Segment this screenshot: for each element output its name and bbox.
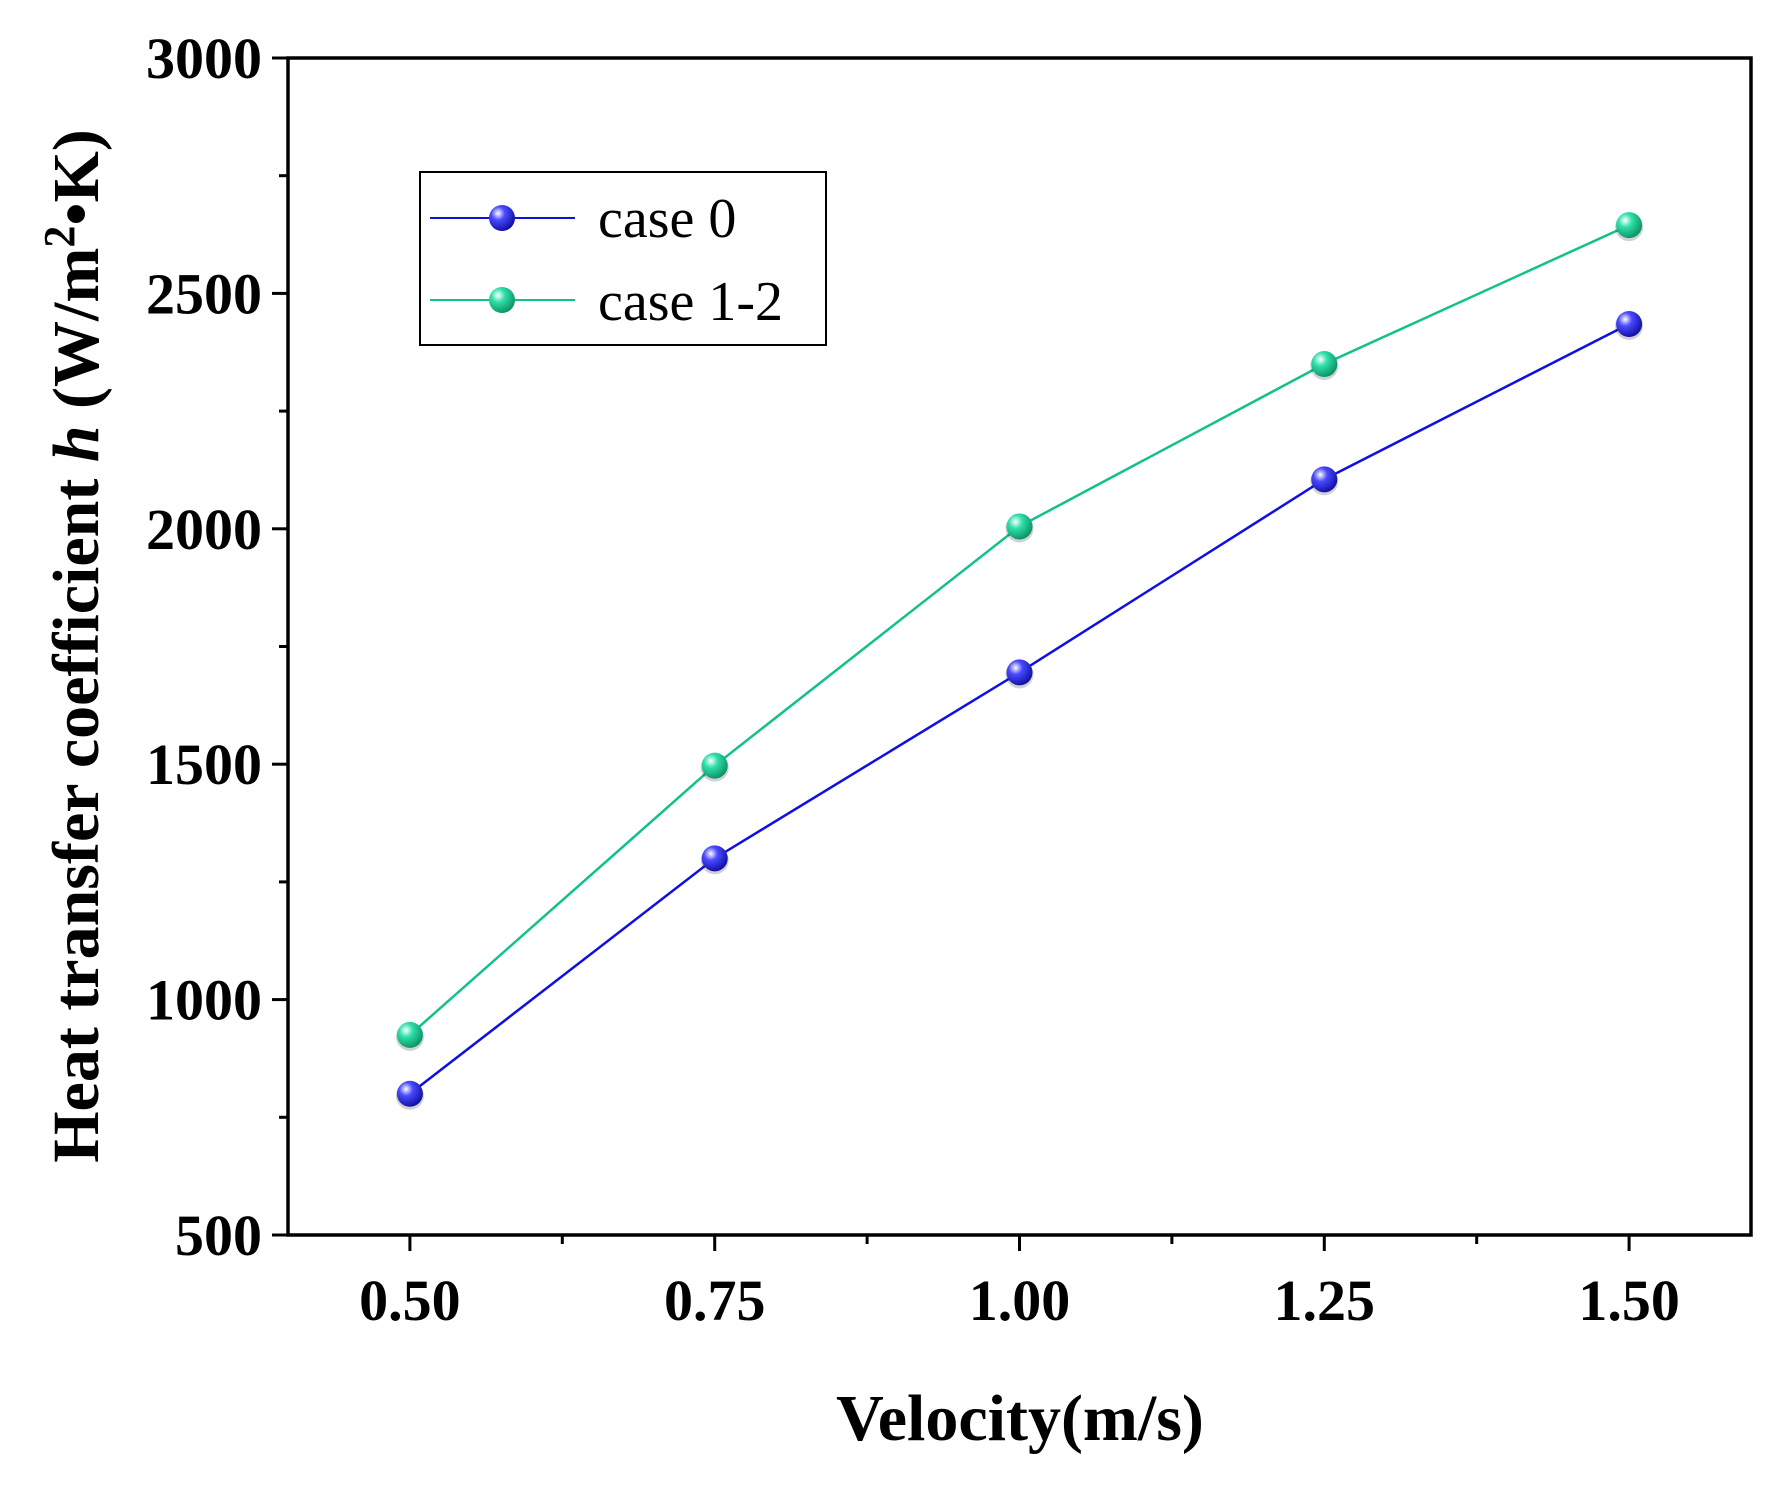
legend-label-case-0: case 0	[598, 188, 736, 250]
x-axis-title: Velocity(m/s)	[836, 1382, 1204, 1455]
y-tick-label: 3000	[146, 26, 262, 91]
x-axis: 0.50 0.75 1.00 1.25 1.50	[359, 1235, 1680, 1333]
y-tick-label: 500	[175, 1203, 262, 1268]
data-point-case-0	[1006, 659, 1033, 686]
y-axis-title-unit-open: (W/m	[40, 248, 113, 426]
data-point-case-0	[1616, 311, 1643, 338]
series-layer	[395, 212, 1644, 1110]
series-line-case-0	[409, 322, 1630, 1095]
y-tick-label: 2000	[146, 497, 262, 562]
y-axis-title: Heat transfer coefficient h (W/m2•K)	[35, 129, 113, 1163]
y-axis-title-unit-sup: 2	[35, 226, 84, 248]
data-point-case-1-2	[396, 1021, 423, 1048]
series-line-case-1-2	[409, 223, 1630, 1036]
data-point-case-1-2	[1006, 513, 1033, 540]
legend-box	[419, 171, 827, 346]
y-tick-label: 1500	[146, 732, 262, 797]
y-axis: 500 1000 1500 2000 2500 3000	[146, 26, 288, 1268]
legend-label-case-1-2: case 1-2	[598, 271, 783, 333]
x-tick-label: 1.25	[1274, 1268, 1376, 1333]
y-tick-label: 1000	[146, 968, 262, 1033]
y-axis-title-variable: h	[40, 425, 113, 462]
y-axis-title-unit-close: •K)	[40, 129, 113, 225]
legend: case 0 case 1-2	[419, 171, 827, 346]
x-tick-label: 1.50	[1578, 1268, 1680, 1333]
legend-item-case-0: case 0	[430, 188, 736, 250]
x-tick-label: 1.00	[969, 1268, 1071, 1333]
legend-marker-case-1-2	[489, 287, 515, 313]
y-axis-title-prefix: Heat transfer coefficient	[40, 462, 113, 1163]
legend-marker-case-0	[489, 205, 515, 231]
data-point-case-1-2	[1311, 351, 1338, 378]
data-point-case-0	[1311, 466, 1338, 493]
data-point-case-1-2	[701, 752, 728, 779]
x-tick-label: 0.75	[664, 1268, 766, 1333]
data-point-case-0	[701, 845, 728, 872]
data-point-case-0	[396, 1080, 423, 1107]
x-tick-label: 0.50	[359, 1268, 461, 1333]
data-point-case-1-2	[1616, 212, 1643, 239]
y-tick-label: 2500	[146, 261, 262, 326]
legend-item-case-1-2: case 1-2	[430, 271, 783, 333]
